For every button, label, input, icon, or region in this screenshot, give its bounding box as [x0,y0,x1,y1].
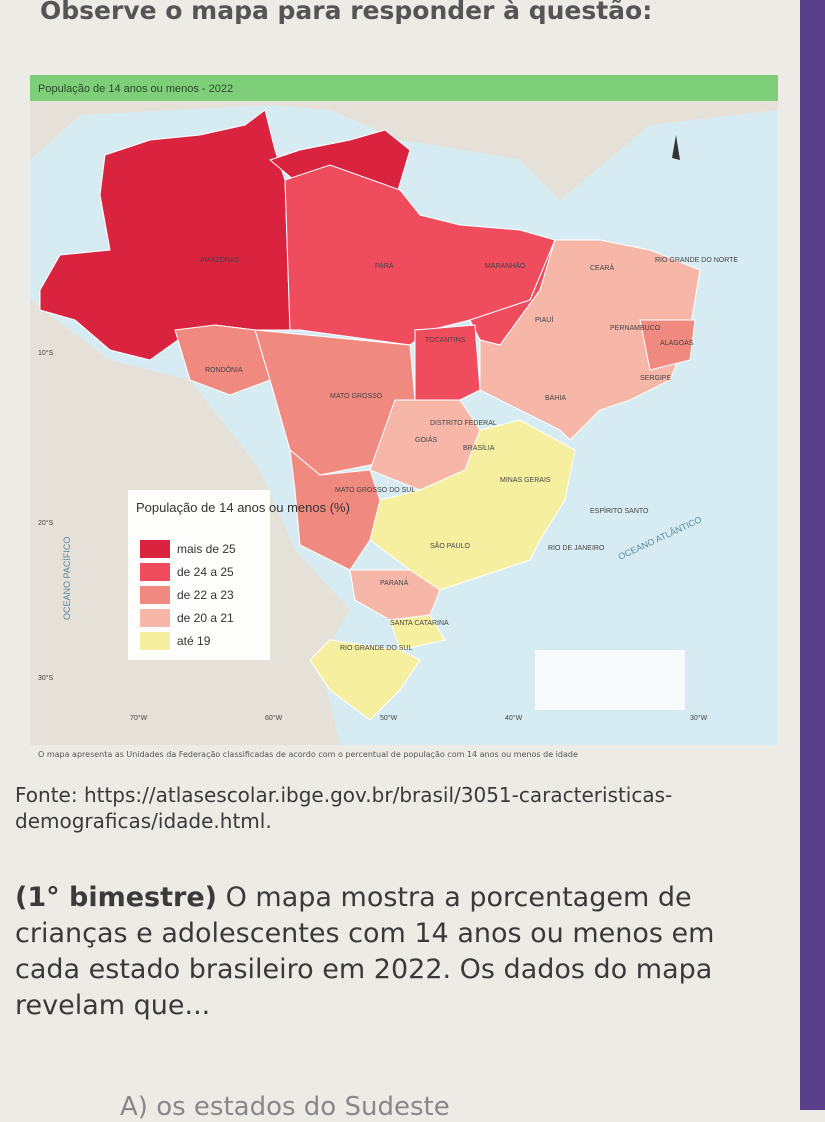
ocean-label: OCEANO PACÍFICO [62,537,72,620]
state-label: BAHIA [545,395,566,402]
state-label: RIO GRANDE DO NORTE [655,257,738,264]
question: (1° bimestre) O mapa mostra a porcentage… [15,880,785,1024]
latitude-label: 20°S [38,519,54,527]
legend-swatch [140,586,170,604]
legend-item: mais de 25 [177,542,236,556]
map-title: População de 14 anos ou menos - 2022 [38,83,233,95]
legend-item: de 20 a 21 [177,611,234,625]
north-arrow [672,135,680,160]
state-label: BRASÍLIA [463,443,495,452]
longitude-label: 30°W [690,714,708,722]
state-label: SANTA CATARINA [390,620,449,627]
state-label: RONDÔNIA [205,365,243,374]
latitude-label: 30°S [38,674,54,682]
question-text: O mapa mostra a porcentagem de crianças … [15,882,715,1021]
state-label: SERGIPE [640,375,671,382]
header: Observe o mapa para responder à questão: [40,0,653,25]
mato-grosso-do-sul [289,448,381,571]
option: A) os estados do Sudeste [120,1092,450,1122]
state-label: ALAGOAS [660,340,694,347]
legend-swatch [140,609,170,627]
source: Fonte: https://atlasescolar.ibge.gov.br/… [15,783,673,833]
legend-item: de 22 a 23 [177,588,234,602]
nordeste [479,239,701,441]
latitude-label: 10°S [38,349,54,357]
map-caption: O mapa apresenta as Unidades da Federaçã… [38,750,578,759]
state-label: TOCANTINS [425,337,466,344]
state-label: PERNAMBUCO [610,325,661,332]
pernambuco-alagoas [639,319,696,371]
longitude-label: 50°W [380,714,398,722]
state-label: RIO GRANDE DO SUL [340,645,412,652]
state-label: PIAUÍ [535,315,553,324]
state-label: GOIÁS [415,435,438,444]
legend-item: até 19 [177,634,211,648]
longitude-label: 60°W [265,714,283,722]
santa-catarina [389,614,446,651]
legend-swatch [140,632,170,650]
state-label: AMAZONAS [200,257,240,264]
state-label: ESPÍRITO SANTO [590,506,649,515]
scale-box [535,650,685,710]
state-label: MARANHÃO [485,261,526,270]
state-label: PARANÁ [380,578,409,587]
legend-title: População de 14 anos ou menos (%) [136,500,350,515]
longitude-label: 40°W [505,714,523,722]
state-label: CEARÁ [590,263,614,272]
map-header [30,75,778,101]
legend-swatch [140,540,170,558]
state-label: MATO GROSSO [330,393,383,400]
question-label: (1° bimestre) [15,882,217,913]
mato-grosso [254,329,416,476]
state-label: MINAS GERAIS [500,477,551,484]
tocantins [414,324,481,401]
state-label: PARÁ [375,261,394,270]
rio-grande-do-sul [309,639,421,721]
state-label: RIO DE JANEIRO [548,545,605,552]
state-label: DISTRITO FEDERAL [430,420,497,427]
legend-item: de 24 a 25 [177,565,234,579]
legend-swatch [140,563,170,581]
state-label: SÃO PAULO [430,541,470,550]
longitude-label: 70°W [130,714,148,722]
border [800,0,825,1110]
state-label: MATO GROSSO DO SUL [335,487,415,494]
sudeste [369,419,576,591]
